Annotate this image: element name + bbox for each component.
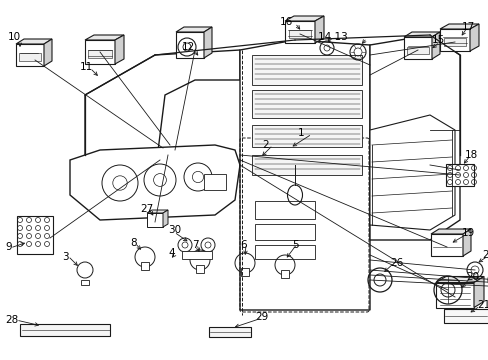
Text: 20: 20 [465,272,478,282]
Bar [81,279,89,284]
Polygon shape [176,32,203,58]
Text: 10: 10 [8,32,21,42]
Text: 15: 15 [431,35,445,45]
Polygon shape [203,27,212,58]
Bar [406,46,428,54]
Bar [251,90,361,118]
Text: 7: 7 [192,240,198,250]
Text: 14 13: 14 13 [317,32,347,42]
Polygon shape [16,44,44,66]
Bar [254,245,314,259]
Bar [196,265,203,273]
Polygon shape [435,276,483,283]
Text: 18: 18 [464,150,477,160]
Polygon shape [435,283,473,307]
Text: 8: 8 [130,238,136,248]
Bar [254,201,314,219]
Text: 29: 29 [254,312,268,322]
Bar [203,174,225,190]
Text: 5: 5 [291,240,298,250]
Text: 16: 16 [280,17,293,27]
Text: 1: 1 [297,128,304,138]
Polygon shape [85,35,124,40]
Polygon shape [462,229,470,256]
Polygon shape [176,27,212,32]
Text: 11: 11 [80,62,93,72]
Polygon shape [430,234,462,256]
Polygon shape [430,229,470,234]
Bar [182,251,212,259]
Text: 3: 3 [62,252,68,262]
Polygon shape [469,24,478,51]
Bar [19,53,41,61]
Polygon shape [44,39,52,66]
Bar [20,324,110,336]
Text: 6: 6 [240,240,246,250]
Text: 24: 24 [481,250,488,260]
Polygon shape [285,16,324,21]
Polygon shape [431,32,439,59]
Text: 27: 27 [140,204,153,214]
Text: 30: 30 [168,225,181,235]
Bar [208,327,250,337]
Bar [251,55,361,85]
Text: 17: 17 [461,22,474,32]
Text: 26: 26 [389,258,403,268]
Text: 21: 21 [476,300,488,310]
Polygon shape [369,115,454,230]
Polygon shape [439,24,478,29]
Polygon shape [85,50,240,195]
Text: 2: 2 [262,140,268,150]
Bar [281,270,288,278]
Bar [88,50,112,58]
Text: 28: 28 [5,315,18,325]
Polygon shape [314,16,324,43]
Polygon shape [403,37,431,59]
Polygon shape [473,276,483,307]
Text: 12: 12 [182,42,195,52]
Polygon shape [16,39,52,44]
Bar [443,38,465,46]
Polygon shape [369,35,459,240]
Polygon shape [115,35,124,64]
Bar [445,164,473,186]
Polygon shape [285,21,314,43]
Polygon shape [147,210,168,213]
Bar [17,216,53,254]
Bar [251,125,361,147]
Polygon shape [240,40,369,310]
Bar [288,30,310,38]
Bar [443,309,488,323]
Polygon shape [439,29,469,51]
Text: 4: 4 [168,248,174,258]
Polygon shape [70,145,240,220]
Text: 9: 9 [5,242,12,252]
Bar [254,224,314,240]
Polygon shape [163,210,168,227]
Polygon shape [147,213,163,227]
Bar [241,268,248,276]
Text: 19: 19 [461,228,474,238]
Polygon shape [403,32,439,37]
Bar [251,155,361,175]
Bar [141,262,149,270]
Polygon shape [85,40,115,64]
